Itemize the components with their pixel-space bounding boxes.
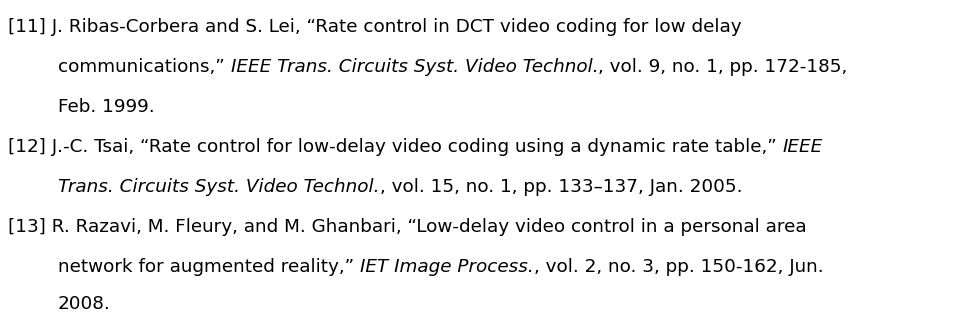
Text: IEEE Trans. Circuits Syst. Video Technol.: IEEE Trans. Circuits Syst. Video Technol… [230, 58, 598, 76]
Text: 2008.: 2008. [58, 295, 110, 313]
Text: [13] R. Razavi, M. Fleury, and M. Ghanbari, “Low-delay video control in a person: [13] R. Razavi, M. Fleury, and M. Ghanba… [8, 218, 807, 236]
Text: network for augmented reality,”: network for augmented reality,” [58, 258, 360, 276]
Text: , vol. 2, no. 3, pp. 150-162, Jun.: , vol. 2, no. 3, pp. 150-162, Jun. [534, 258, 824, 276]
Text: [12] J.-C. Tsai, “Rate control for low-delay video coding using a dynamic rate t: [12] J.-C. Tsai, “Rate control for low-d… [8, 138, 783, 156]
Text: , vol. 9, no. 1, pp. 172-185,: , vol. 9, no. 1, pp. 172-185, [598, 58, 848, 76]
Text: IET Image Process.: IET Image Process. [360, 258, 534, 276]
Text: Feb. 1999.: Feb. 1999. [58, 98, 154, 116]
Text: Trans. Circuits Syst. Video Technol.: Trans. Circuits Syst. Video Technol. [58, 178, 380, 196]
Text: communications,”: communications,” [58, 58, 230, 76]
Text: , vol. 15, no. 1, pp. 133–137, Jan. 2005.: , vol. 15, no. 1, pp. 133–137, Jan. 2005… [380, 178, 742, 196]
Text: IEEE: IEEE [783, 138, 823, 156]
Text: [11] J. Ribas-Corbera and S. Lei, “Rate control in DCT video coding for low dela: [11] J. Ribas-Corbera and S. Lei, “Rate … [8, 18, 741, 36]
